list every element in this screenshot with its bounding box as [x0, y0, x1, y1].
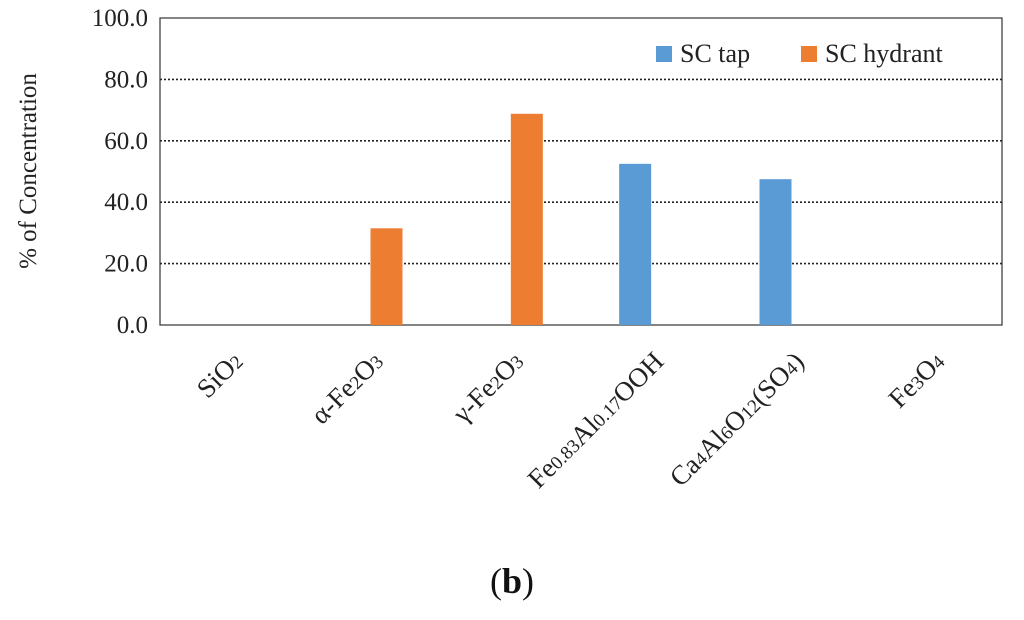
bar-chart: 0.0 20.0 40.0 60.0 80.0 100.0 SiO2 α-Fe2O3 γ-Fe…	[15, 5, 1003, 494]
legend: SC tap SC hydrant	[656, 39, 944, 68]
legend-swatch-sc-tap	[656, 46, 672, 62]
y-tick-label: 80.0	[104, 66, 148, 93]
y-axis-label: % of Concentration	[15, 73, 42, 269]
y-tick-label: 20.0	[104, 251, 148, 278]
bar-sc-tap-4	[759, 179, 792, 325]
x-category-label: α-Fe2O3	[305, 346, 389, 430]
bar-sc-tap-3	[619, 163, 652, 325]
x-category-label: SiO2	[191, 346, 249, 404]
x-axis-category-labels: SiO2 α-Fe2O3 γ-Fe2O3Fe0.83Al0.17OOHCa4Al6O…	[191, 346, 951, 494]
legend-swatch-sc-hydrant	[801, 46, 817, 62]
plot-frame	[159, 17, 1003, 326]
y-axis-ticks: 0.0 20.0 40.0 60.0 80.0 100.0	[92, 5, 148, 339]
x-category-label: Fe3O4	[883, 346, 951, 414]
y-tick-label: 40.0	[104, 189, 148, 216]
bars	[370, 113, 792, 325]
legend-label-sc-hydrant: SC hydrant	[825, 39, 944, 68]
panel-label-letter: b	[501, 561, 523, 601]
bar-sc-hydrant-1	[370, 228, 403, 325]
y-tick-label: 100.0	[92, 5, 148, 32]
panel-label: (b)	[489, 561, 535, 601]
x-category-label: Ca4Al6O12(SO4)	[664, 346, 810, 492]
x-category-label: Fe0.83Al0.17OOH	[522, 346, 670, 494]
grid-lines	[160, 78, 1002, 265]
y-tick-label: 60.0	[104, 128, 148, 155]
y-tick-label: 0.0	[117, 312, 148, 339]
bar-sc-hydrant-2	[510, 113, 543, 325]
x-category-label: γ-Fe2O3	[446, 346, 529, 429]
legend-label-sc-tap: SC tap	[680, 39, 750, 68]
